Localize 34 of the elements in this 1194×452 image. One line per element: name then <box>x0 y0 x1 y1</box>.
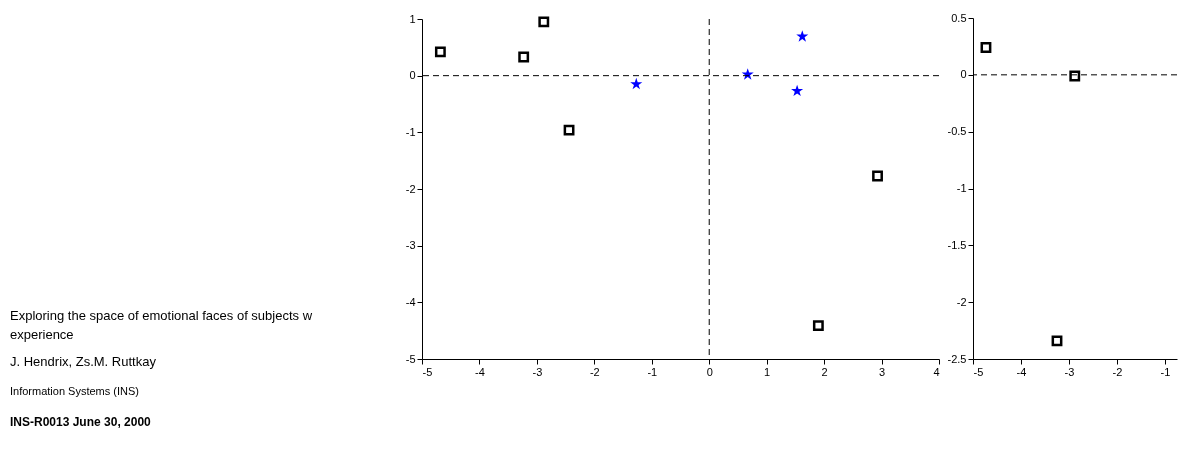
y-tick-label: 0.5 <box>951 11 967 24</box>
y-tick-label: -1.5 <box>947 238 967 251</box>
x-tick-label: -2 <box>589 365 600 378</box>
text: experience <box>10 327 75 342</box>
x-tick-label: -4 <box>1016 365 1027 378</box>
x-tick-label: 0 <box>706 365 713 378</box>
y-tick-label: -0.5 <box>947 125 967 138</box>
y-tick-label: -3 <box>405 239 416 252</box>
y-tick-label: -5 <box>405 352 416 365</box>
x-tick-label: 2 <box>821 365 828 378</box>
y-tick-label: 1 <box>409 12 416 25</box>
x-tick-label: 4 <box>933 365 940 378</box>
x-tick-label: -3 <box>1064 365 1075 378</box>
y-tick-label: 0 <box>409 69 416 82</box>
text: Information Systems (INS) <box>10 385 140 397</box>
y-tick-label: -4 <box>405 295 416 308</box>
x-tick-label: -5 <box>973 365 984 378</box>
x-tick-label: 3 <box>878 365 886 378</box>
x-tick-label: -3 <box>532 365 543 378</box>
x-tick-label: -1 <box>647 365 658 378</box>
y-tick-label: -2 <box>405 182 416 195</box>
y-tick-label: 0 <box>960 68 967 81</box>
x-tick-label: 1 <box>764 365 771 378</box>
y-tick-label: -2 <box>956 295 967 308</box>
text: Exploring the space of emotional faces of subjects w <box>10 308 314 323</box>
x-tick-label: -1 <box>1160 365 1171 378</box>
x-tick-label: -2 <box>1112 365 1123 378</box>
y-tick-label: -1 <box>956 182 967 194</box>
y-tick-label: -1 <box>405 125 416 138</box>
text: J. Hendrix, Zs.M. Ruttkay <box>10 354 156 369</box>
y-tick-label: -2.5 <box>947 352 967 365</box>
x-tick-label: -4 <box>475 365 485 378</box>
text: INS-R0013 June 30, 2000 <box>10 415 152 429</box>
x-tick-label: -5 <box>422 365 433 378</box>
